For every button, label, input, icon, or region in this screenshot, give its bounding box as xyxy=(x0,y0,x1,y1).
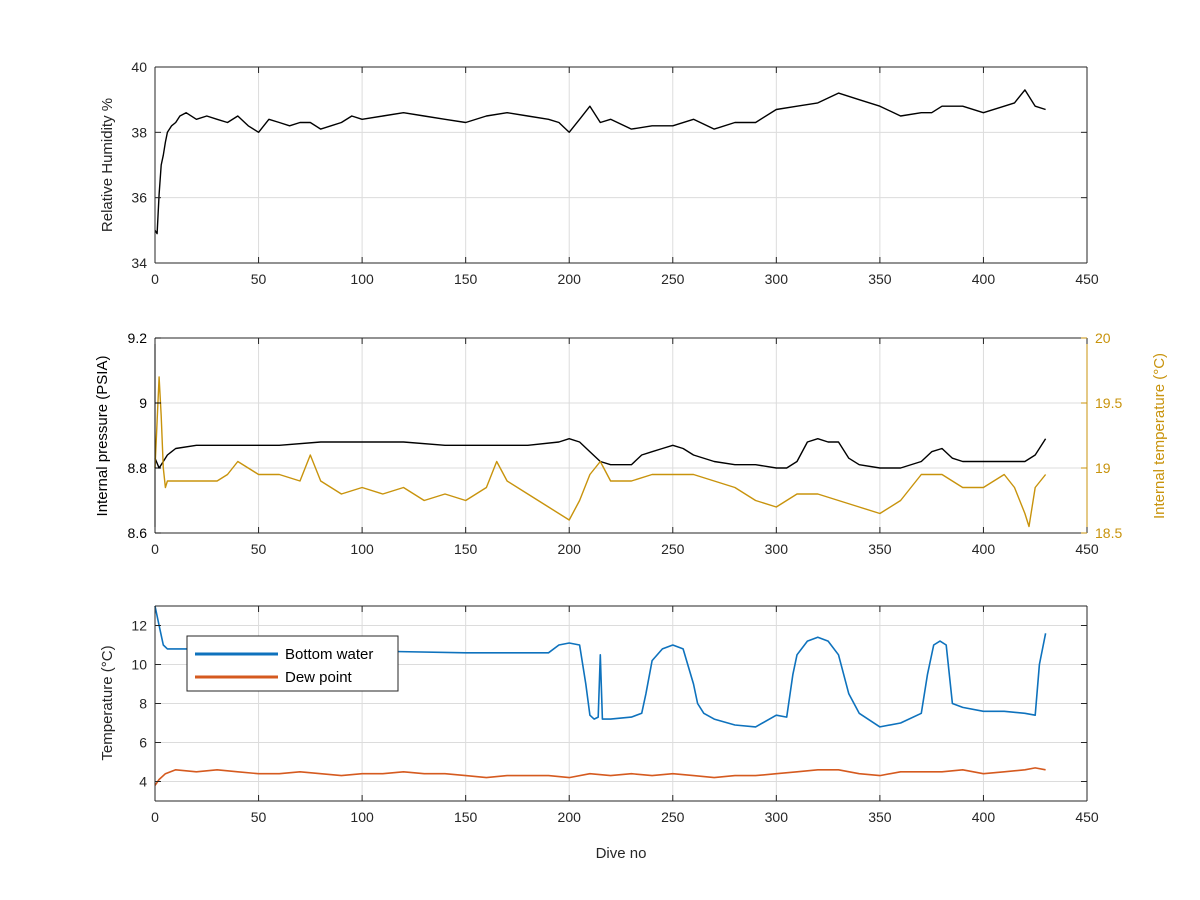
y-tick-label: 10 xyxy=(131,657,147,673)
legend-label-dew-point: Dew point xyxy=(285,669,353,686)
y2-tick-label: 19 xyxy=(1095,460,1111,476)
x-tick-label: 350 xyxy=(868,809,892,825)
panel-relative-humidity: 0 50 100 150 200 250 300 350 400 450 34 36 38 40 Rela… xyxy=(99,59,1099,287)
y2-tick-label: 20 xyxy=(1095,330,1111,346)
x-tick-label: 250 xyxy=(661,271,685,287)
y-tick-label: 8 xyxy=(139,696,147,712)
plot-layer: 0 50 100 150 200 250 300 350 400 450 34 36 38 40 xyxy=(131,59,1098,287)
y-tick-label: 8.8 xyxy=(128,460,148,476)
x-tick-label: 0 xyxy=(151,809,159,825)
y-tick-label: 38 xyxy=(131,124,147,140)
x-tick-label: 100 xyxy=(350,271,374,287)
y-tick-label: 4 xyxy=(139,774,147,790)
x-tick-label: 300 xyxy=(765,271,789,287)
xlabel-dive-no: Dive no xyxy=(596,845,647,862)
y-tick-label: 9 xyxy=(139,395,147,411)
x-tick-label: 350 xyxy=(868,271,892,287)
y2-tick-label: 19.5 xyxy=(1095,395,1122,411)
ylabel-relative-humidity: Relative Humidity % xyxy=(99,98,116,232)
series-line-bottom-water xyxy=(154,605,1047,728)
x-tick-label: 300 xyxy=(765,541,789,557)
legend-box xyxy=(186,635,399,692)
y-tick-label: 36 xyxy=(131,190,147,206)
x-tick-label: 100 xyxy=(350,809,374,825)
ylabel-internal-temperature: Internal temperature (°C) xyxy=(1151,353,1168,519)
legend-label-bottom-water: Bottom water xyxy=(285,646,373,663)
x-tick-label: 400 xyxy=(972,271,996,287)
x-tick-label: 350 xyxy=(868,541,892,557)
x-tick-label: 150 xyxy=(454,541,478,557)
x-tick-label: 50 xyxy=(251,541,267,557)
series-line-1 xyxy=(154,376,1047,528)
x-tick-label: 450 xyxy=(1075,271,1099,287)
series-line-dew-point xyxy=(154,767,1046,786)
x-tick-label: 100 xyxy=(350,541,374,557)
panel-temperature: 0 50 100 150 200 250 300 350 400 450 4 6 8 10 12 Tempe… xyxy=(99,605,1099,862)
panel-internal-pressure: 0 50 100 150 200 250 300 350 400 450 8.6 8.8 9 9.2 18.… xyxy=(94,330,1168,557)
legend: Bottom water Dew point xyxy=(186,635,399,692)
x-tick-label: 200 xyxy=(558,541,582,557)
x-tick-label: 150 xyxy=(454,809,478,825)
ylabel-temperature: Temperature (°C) xyxy=(99,645,116,760)
x-tick-label: 300 xyxy=(765,809,789,825)
y-tick-label: 40 xyxy=(131,59,147,75)
x-tick-label: 150 xyxy=(454,271,478,287)
x-tick-label: 450 xyxy=(1075,541,1099,557)
series-line-0 xyxy=(154,89,1046,235)
x-tick-label: 400 xyxy=(972,809,996,825)
x-tick-label: 50 xyxy=(251,809,267,825)
y-tick-label: 9.2 xyxy=(128,330,148,346)
x-tick-label: 0 xyxy=(151,541,159,557)
x-tick-label: 50 xyxy=(251,271,267,287)
y-tick-label: 34 xyxy=(131,255,147,271)
plot-layer: 0 50 100 150 200 250 300 350 400 450 8.6 8.8 9 9.2 18.… xyxy=(128,330,1123,557)
x-tick-label: 200 xyxy=(558,809,582,825)
plot-layer: 0 50 100 150 200 250 300 350 400 450 4 6 8 10 12 xyxy=(131,605,1099,825)
y2-tick-label: 18.5 xyxy=(1095,525,1122,541)
x-tick-label: 400 xyxy=(972,541,996,557)
series-line-0 xyxy=(154,438,1047,469)
x-tick-label: 200 xyxy=(558,271,582,287)
y-tick-label: 8.6 xyxy=(128,525,148,541)
x-tick-label: 0 xyxy=(151,271,159,287)
y-tick-label: 12 xyxy=(131,618,147,634)
y-tick-label: 6 xyxy=(139,735,147,751)
ylabel-internal-pressure: Internal pressure (PSIA) xyxy=(94,356,111,517)
x-tick-label: 250 xyxy=(661,541,685,557)
x-tick-label: 450 xyxy=(1075,809,1099,825)
x-tick-label: 250 xyxy=(661,809,685,825)
